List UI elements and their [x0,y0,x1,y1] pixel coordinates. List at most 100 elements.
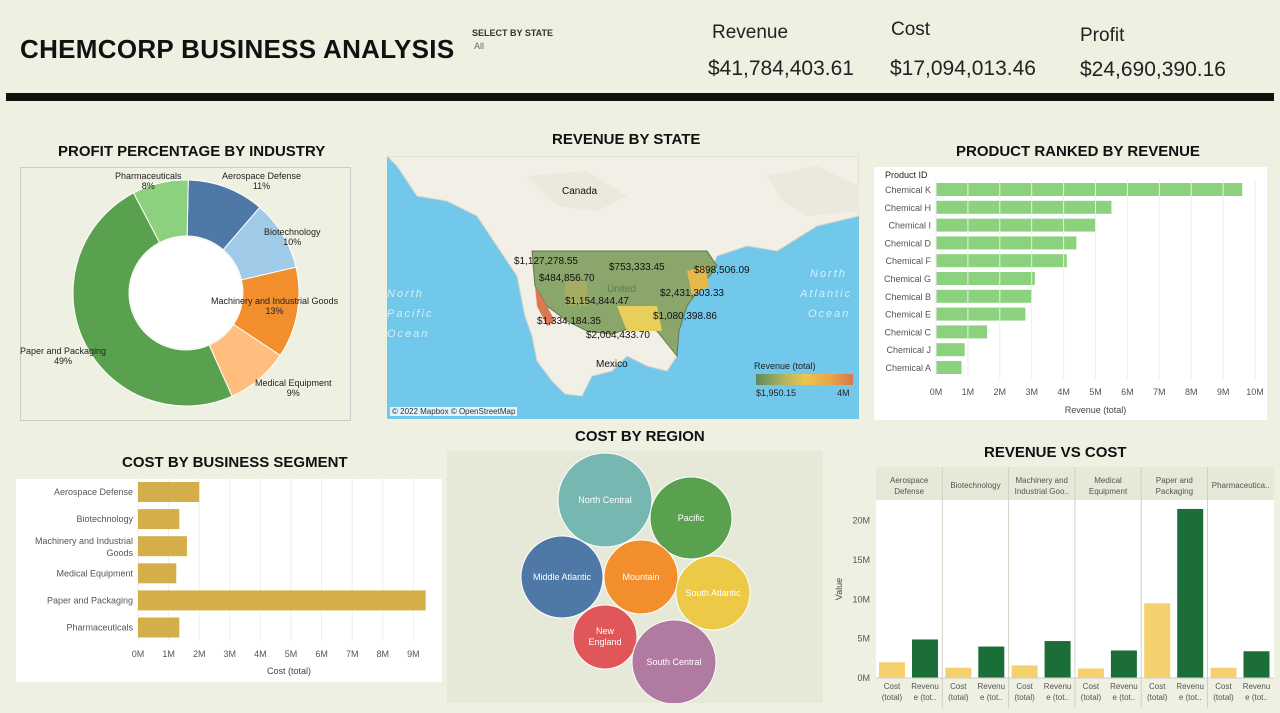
product-bar[interactable] [936,183,1243,196]
donut-slice[interactable] [132,179,189,244]
map-attribution[interactable]: © 2022 Mapbox © OpenStreetMap [390,407,518,416]
product-bar[interactable] [936,307,1026,321]
product-bar[interactable] [936,200,1112,214]
segment-bar[interactable] [138,617,180,638]
revcost-cost-bar[interactable] [1210,667,1237,678]
product-tick-label: 5M [1089,387,1102,397]
segment-bar[interactable] [138,590,426,611]
region-bubble-label: New England [588,626,621,647]
map-legend-max: 4M [837,388,850,398]
segment-bar[interactable] [138,482,200,502]
revcost-title: REVENUE VS COST [984,444,1127,461]
map-value-label: $1,334,184.35 [537,316,601,327]
revcost-revenue-bar[interactable] [1243,651,1270,678]
product-bar[interactable] [936,218,1096,232]
revcost-cost-axis-label: Cost (total) [1147,682,1168,702]
state-filter-dropdown[interactable]: All [474,41,485,51]
map-value-label: $2,004,433.70 [586,330,650,341]
product-category-label: Chemical F [885,256,931,266]
region-bubble[interactable] [675,555,751,631]
revcost-revenue-axis-label: Revenu e (tot.. [911,682,939,702]
revcost-cost-bar[interactable] [945,667,972,678]
product-bar[interactable] [936,254,1067,268]
product-title: PRODUCT RANKED BY REVENUE [956,143,1200,160]
product-category-label: Chemical K [885,185,931,195]
product-bar[interactable] [936,343,965,357]
revcost-category-label: Machinery and Industrial Goo.. [1015,476,1069,496]
map-label-pacific-2: Pacific [387,308,434,320]
region-bubble-label: North Central [578,495,632,505]
map-value-label: $484,856.70 [539,273,595,284]
revcost-revenue-bar[interactable] [978,646,1005,678]
revcost-cost-bar[interactable] [1144,603,1171,678]
segment-title: COST BY BUSINESS SEGMENT [122,454,348,471]
revcost-cost-bar[interactable] [1077,668,1104,678]
kpi-profit-label: Profit [1080,25,1125,46]
segment-panel: 0M 1M 2M 3M 4M 5M 6M 7M 8M 9M Aerospace Defense Bio… [16,479,442,682]
region-bubble[interactable] [649,476,733,560]
product-bar[interactable] [936,289,1032,303]
map-label-pacific-1: North [387,288,424,300]
revcost-panel: Aerospace Defense Cost (total) Revenu e (tot.… [826,467,1274,708]
segment-category-label: Pharmaceuticals [66,623,133,633]
product-tick-label: 3M [1025,387,1038,397]
region-bubble[interactable] [572,604,638,670]
segment-tick-label: 1M [162,649,175,659]
revcost-revenue-bar[interactable] [1110,650,1137,678]
map-label-atlantic-3: Ocean [808,308,851,320]
product-category-label: Chemical E [885,310,931,320]
region-title: COST BY REGION [575,428,705,445]
revcost-cost-axis-label: Cost (total) [1213,682,1234,702]
region-panel: North Central Pacific Middle Atlantic Mount… [447,451,823,705]
product-category-label: Chemical J [886,345,931,355]
segment-category-label: Biotechnology [76,514,133,524]
product-tick-label: 0M [930,387,943,397]
product-bar[interactable] [936,361,962,374]
map-label-mexico: Mexico [596,359,628,370]
product-tick-label: 8M [1185,387,1198,397]
product-bar[interactable] [936,236,1077,250]
region-bubble[interactable] [520,535,604,619]
revenue-map[interactable]: Canada Mexico United North Pacific Ocean… [387,156,859,419]
map-value-label: $753,333.45 [609,262,665,273]
product-bar[interactable] [936,325,988,339]
revcost-y-tick: 0M [857,673,870,683]
segment-bar[interactable] [138,536,187,557]
revcost-y-tick: 20M [852,516,870,526]
segment-tick-label: 4M [254,649,267,659]
state-filter-label: SELECT BY STATE [472,28,554,38]
revcost-revenue-axis-label: Revenu e (tot.. [1176,682,1204,702]
map-label-atlantic-2: Atlantic [800,288,853,300]
product-bar[interactable] [936,272,1035,285]
segment-tick-label: 2M [193,649,206,659]
revcost-chart: Aerospace Defense Cost (total) Revenu e (tot.… [834,467,1274,708]
revcost-cost-bar[interactable] [1011,665,1038,678]
kpi-cost-value: $17,094,013.46 [890,57,1036,80]
map-value-label: $1,154,844.47 [565,296,629,307]
region-bubble-label: Pacific [678,513,705,523]
region-bubble[interactable] [557,452,653,548]
header-divider [6,93,1274,101]
donut-hole [130,237,242,349]
revcost-category-label: Paper and Packaging [1156,476,1193,496]
revcost-revenue-axis-label: Revenu e (tot.. [978,682,1006,702]
revcost-revenue-bar[interactable] [912,639,938,678]
map-value-label: $1,080,398.86 [653,311,717,322]
revcost-revenue-bar[interactable] [1177,508,1204,678]
product-tick-label: 10M [1246,387,1264,397]
segment-bar[interactable] [138,563,177,584]
region-bubble[interactable] [603,539,679,615]
product-category-label: Chemical G [884,274,931,284]
revcost-revenue-bar[interactable] [1044,641,1071,678]
map-value-label: $898,506.09 [694,265,750,276]
donut-label-machinery: Machinery and Industrial Goods 13% [211,296,339,316]
donut-label-medical: Medical Equipment 9% [255,378,332,398]
donut-label-paper: Paper and Packaging 49% [20,346,107,366]
segment-bar[interactable] [138,509,180,530]
revcost-cost-bar[interactable] [879,662,905,678]
product-category-label: Chemical C [884,327,931,337]
revcost-category-label: Pharmaceutica.. [1212,481,1270,490]
kpi-cost-label: Cost [891,19,931,40]
donut-slice[interactable] [72,192,233,407]
map-label-united: United [607,284,636,295]
